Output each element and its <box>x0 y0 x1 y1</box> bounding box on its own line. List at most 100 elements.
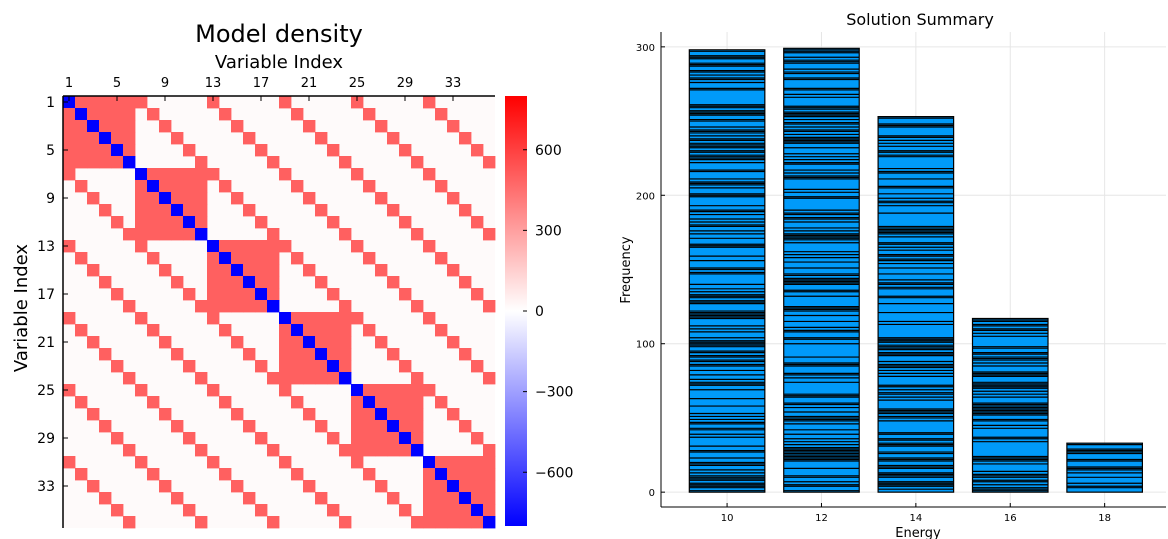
heatmap-cell <box>231 480 244 493</box>
heatmap-cell <box>111 156 124 169</box>
heatmap-cell <box>363 252 376 265</box>
heatmap-cell <box>75 180 88 193</box>
heatmap-cell <box>195 228 208 241</box>
heatmap-cell <box>315 336 328 349</box>
heatmap-cell <box>111 360 124 373</box>
heatmap-cell <box>291 396 304 409</box>
heatmap-cell <box>363 180 376 193</box>
heatmap-cell <box>267 156 280 169</box>
heatmap-cell <box>243 300 256 313</box>
heatmap-cell <box>339 348 352 361</box>
heatmap-cell <box>75 468 88 481</box>
heatmap-cell <box>63 456 76 469</box>
bar-chart-y-label: Frequency <box>619 236 634 303</box>
heatmap-cell <box>243 264 256 277</box>
heatmap-cell <box>351 420 364 433</box>
heatmap-cell <box>375 264 388 277</box>
heatmap-x-tick-label: 21 <box>301 76 318 91</box>
bar-chart-bars <box>688 47 1144 493</box>
heatmap-cell <box>399 396 412 409</box>
heatmap-cell <box>207 240 220 253</box>
heatmap-cell <box>435 180 448 193</box>
heatmap-cell <box>159 336 172 349</box>
heatmap-cell <box>87 480 100 493</box>
heatmap-cell <box>387 276 400 289</box>
heatmap-cell <box>219 396 232 409</box>
heatmap-cell <box>171 420 184 433</box>
heatmap-cell <box>435 456 448 469</box>
heatmap-x-tick-label: 1 <box>65 76 73 91</box>
heatmap-cell <box>207 456 220 469</box>
heatmap-cell <box>399 360 412 373</box>
heatmap-cell <box>459 420 472 433</box>
heatmap-cell <box>447 516 460 529</box>
heatmap-cell <box>483 492 496 505</box>
heatmap-cell <box>483 300 496 313</box>
heatmap-cell <box>87 408 100 421</box>
heatmap-cell <box>171 168 184 181</box>
heatmap-cell <box>279 324 292 337</box>
heatmap-cell <box>459 456 472 469</box>
bar <box>1066 442 1144 493</box>
heatmap-cell <box>231 264 244 277</box>
heatmap-cell <box>327 288 340 301</box>
heatmap-cell <box>135 168 148 181</box>
heatmap-cell <box>99 132 112 145</box>
heatmap-cell <box>375 336 388 349</box>
heatmap-cell <box>387 444 400 457</box>
bar-chart-x-ticks: 10 12 14 16 18 <box>721 503 1111 524</box>
heatmap-cell <box>471 216 484 229</box>
heatmap-cell <box>291 372 304 385</box>
heatmap-cell <box>75 120 88 133</box>
heatmap-cell <box>399 384 412 397</box>
heatmap-cell <box>231 252 244 265</box>
heatmap-x-tick-label: 29 <box>397 76 414 91</box>
heatmap-cells <box>63 96 496 529</box>
heatmap-cell <box>363 468 376 481</box>
heatmap-cell <box>459 468 472 481</box>
heatmap-cell <box>267 228 280 241</box>
heatmap-cell <box>87 132 100 145</box>
heatmap-cell <box>75 132 88 145</box>
heatmap-cell <box>303 324 316 337</box>
heatmap-cell <box>219 180 232 193</box>
heatmap-cell <box>339 228 352 241</box>
heatmap-cell <box>483 228 496 241</box>
heatmap-cell <box>291 336 304 349</box>
heatmap-cell <box>363 432 376 445</box>
heatmap-cell <box>327 348 340 361</box>
heatmap-cell <box>339 336 352 349</box>
heatmap-cell <box>315 372 328 385</box>
heatmap-cell <box>375 432 388 445</box>
heatmap-cell <box>171 132 184 145</box>
heatmap-cell <box>483 480 496 493</box>
heatmap-cell <box>279 360 292 373</box>
heatmap-cell <box>471 492 484 505</box>
heatmap-cell <box>279 312 292 325</box>
heatmap-x-label: Variable Index <box>215 52 344 73</box>
heatmap-cell <box>231 192 244 205</box>
heatmap-cell <box>447 192 460 205</box>
heatmap-panel: Model density Variable Index Variable In… <box>11 20 496 529</box>
heatmap-cell <box>363 408 376 421</box>
heatmap-cell <box>423 468 436 481</box>
heatmap-cell <box>435 324 448 337</box>
heatmap-cell <box>327 336 340 349</box>
heatmap-cell <box>387 132 400 145</box>
heatmap-cell <box>483 444 496 457</box>
heatmap-cell <box>183 216 196 229</box>
heatmap-cell <box>411 408 424 421</box>
heatmap-cell <box>423 240 436 253</box>
heatmap-cell <box>207 168 220 181</box>
heatmap-cell <box>327 432 340 445</box>
heatmap-cell <box>399 144 412 157</box>
heatmap-cell <box>231 300 244 313</box>
heatmap-cell <box>195 168 208 181</box>
heatmap-cell <box>459 348 472 361</box>
heatmap-cell <box>399 288 412 301</box>
heatmap-y-tick-label: 21 <box>37 335 55 351</box>
heatmap-cell <box>291 312 304 325</box>
heatmap-cell <box>363 444 376 457</box>
heatmap-cell <box>351 396 364 409</box>
heatmap-cell <box>423 456 436 469</box>
